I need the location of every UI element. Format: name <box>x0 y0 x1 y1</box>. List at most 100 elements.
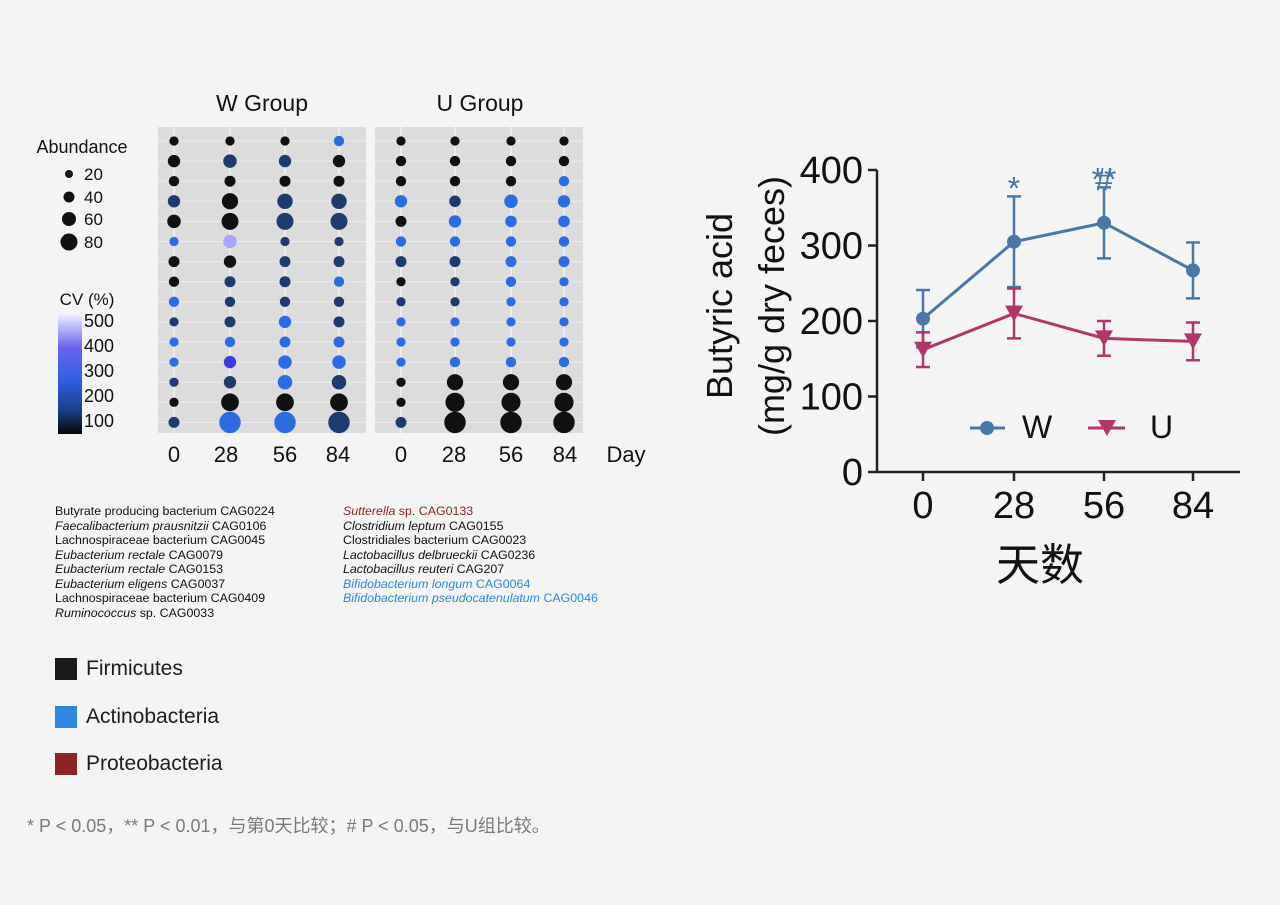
bubble-w-r14-c0 <box>168 416 180 428</box>
bubble-w-r3-c1 <box>221 193 239 210</box>
bubble-w-r2-c1 <box>224 175 236 187</box>
bubble-w-r10-c0 <box>169 337 179 347</box>
bubble-u-r6-c2 <box>505 256 517 268</box>
bubble-w-r13-c0 <box>169 397 179 407</box>
bubble-u-r6-c0 <box>395 256 407 268</box>
bubble-w-r1-c2 <box>278 154 292 168</box>
bubble-w-r10-c3 <box>333 336 345 348</box>
bubble-u-r4-c0 <box>395 215 407 227</box>
right-species-6: Bifidobacterium pseudocatenulatum CAG004… <box>343 591 598 606</box>
x-tick-label: 0 <box>912 485 933 527</box>
phylum-legend-firmicutes: Firmicutes <box>55 657 183 681</box>
species-name: Ruminococcus <box>55 605 137 620</box>
species-code: sp. CAG0133 <box>395 504 474 518</box>
bubble-u-r13-c2 <box>501 392 521 412</box>
bubble-chart: W Group U Group 0 28 56 84 0 28 56 84 Da… <box>36 90 645 467</box>
abundance-legend-label-80: 80 <box>84 233 103 252</box>
bubble-u-r5-c1 <box>449 236 461 247</box>
bubble-w-r5-c0 <box>169 236 179 247</box>
species-code: CAG0224 <box>216 504 275 518</box>
bubble-w-r11-c0 <box>169 357 179 367</box>
species-code: CAG0155 <box>445 518 504 533</box>
bubble-u-r8-c2 <box>506 297 516 307</box>
bubble-w-r0-c0 <box>169 136 179 146</box>
legend-marker-u <box>1098 420 1116 436</box>
bubble-u-r8-c0 <box>396 297 406 307</box>
bubble-u-r4-c3 <box>558 215 570 228</box>
bubble-u-r0-c3 <box>559 136 569 146</box>
bubble-w-r12-c0 <box>169 377 179 387</box>
bubble-w-r8-c3 <box>333 296 345 307</box>
bubble-u-r0-c2 <box>506 136 516 146</box>
point-u <box>1095 330 1113 347</box>
x-axis-label: 天数 <box>996 541 1084 590</box>
bubble-w-r9-c0 <box>169 317 179 327</box>
y-axis-label-line1: Butyric acid <box>699 213 740 399</box>
bubble-w-r6-c0 <box>168 256 180 268</box>
y-axis-label-line2: (mg/g dry feces) <box>751 176 792 436</box>
right-species-5: Bifidobacterium longum CAG0064 <box>343 577 598 592</box>
species-name: Lachnospiraceae bacterium <box>55 533 208 547</box>
phylum-legend-proteobacteria: Proteobacteria <box>55 752 223 776</box>
butyric-acid-line-chart: 0 100 200 300 400 0 28 56 84 Butyric acid (mg/g … <box>699 150 1240 590</box>
species-name: Lactobacillus delbrueckii <box>343 547 478 562</box>
species-code: CAG0079 <box>165 547 224 562</box>
bubble-w-r7-c3 <box>333 276 345 287</box>
phylum-label-actinobacteria: Actinobacteria <box>86 705 220 728</box>
bubble-w-r10-c2 <box>279 336 291 348</box>
phylum-swatch-actinobacteria <box>55 706 77 728</box>
cv-tick-400: 400 <box>84 336 114 356</box>
species-code: CAG0037 <box>167 576 226 591</box>
bubble-w-r11-c1 <box>223 355 237 369</box>
species-name: Clostridium leptum <box>343 518 446 533</box>
bubble-w-r8-c2 <box>279 296 291 307</box>
bubble-u-r9-c0 <box>396 317 406 327</box>
phylum-label-firmicutes: Firmicutes <box>86 657 183 680</box>
bubble-u-r13-c3 <box>554 392 574 412</box>
bubble-u-r10-c1 <box>450 337 460 347</box>
bubble-w-r4-c2 <box>276 212 294 230</box>
bubble-u-r2-c0 <box>395 176 407 187</box>
bubble-u-r7-c1 <box>450 277 460 287</box>
left-species-2: Lachnospiraceae bacterium CAG0045 <box>55 533 275 548</box>
bubble-w-r11-c2 <box>278 355 292 369</box>
x-tick-label: 84 <box>1172 485 1214 527</box>
right-species-4: Lactobacillus reuteri CAG207 <box>343 562 598 577</box>
bubble-w-r12-c2 <box>277 374 293 390</box>
left-species-3: Eubacterium rectale CAG0079 <box>55 548 275 563</box>
group-title-w: W Group <box>216 90 308 116</box>
bubble-u-r12-c0 <box>396 377 406 387</box>
cv-tick-200: 200 <box>84 386 114 406</box>
bubble-u-r7-c2 <box>505 276 517 287</box>
bubble-w-r3-c3 <box>331 193 347 209</box>
x-tick-w-0: 0 <box>168 442 180 467</box>
species-list-left: Butyrate producing bacterium CAG0224 Faec… <box>55 504 275 620</box>
bubble-w-r7-c1 <box>224 276 236 288</box>
species-list-right: Sutterella sp. CAG0133 Clostridium leptum… <box>343 504 598 606</box>
line-series: * **# <box>914 161 1202 369</box>
cv-tick-100: 100 <box>84 411 114 431</box>
left-species-6: Lachnospiraceae bacterium CAG0409 <box>55 591 275 606</box>
bubble-u-r1-c3 <box>558 155 570 167</box>
abundance-legend-dot-20 <box>65 170 73 178</box>
species-code: CAG207 <box>453 562 505 576</box>
bubble-u-r13-c0 <box>396 397 406 407</box>
bubble-w-r8-c1 <box>224 296 236 307</box>
bubble-u-r11-c2 <box>505 356 517 368</box>
bubble-w-r2-c3 <box>333 175 345 187</box>
bubble-u-r1-c1 <box>449 155 461 167</box>
cv-colorbar <box>58 314 82 434</box>
left-species-1: Faecalibacterium prausnitzii CAG0106 <box>55 519 275 534</box>
right-species-1: Clostridium leptum CAG0155 <box>343 519 598 534</box>
bubble-w-r1-c3 <box>332 154 346 168</box>
phylum-legend-actinobacteria: Actinobacteria <box>55 705 219 729</box>
bubble-u-r14-c2 <box>500 411 522 434</box>
abundance-legend-dot-80 <box>60 233 78 251</box>
species-code: sp. CAG0033 <box>136 605 215 620</box>
bubble-u-r7-c3 <box>559 277 569 287</box>
x-tick-w-28: 28 <box>214 442 238 467</box>
bubble-u-r9-c3 <box>559 317 569 327</box>
significance-marker: * <box>1008 170 1020 206</box>
bubble-w-r9-c1 <box>224 316 236 328</box>
bubble-u-r11-c3 <box>558 356 570 368</box>
